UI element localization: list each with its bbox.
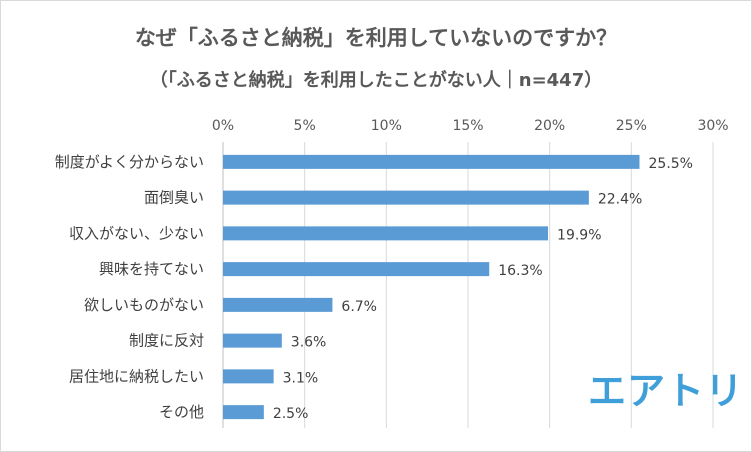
chart-subtitle: （「ふるさと納税」を利用したことがない人｜n=447） — [149, 70, 603, 91]
category-label: 制度に反対 — [129, 332, 204, 350]
value-label: 2.5% — [273, 406, 309, 422]
category-label: その他 — [159, 403, 204, 421]
category-label: 居住地に納税したい — [69, 367, 204, 385]
category-label: 興味を持てない — [99, 260, 204, 278]
x-tick-label: 20% — [534, 118, 565, 134]
bar — [223, 369, 274, 384]
value-label: 16.3% — [498, 263, 542, 279]
value-label: 3.6% — [291, 335, 327, 351]
x-tick-label: 30% — [697, 118, 728, 134]
category-label: 欲しいものがない — [84, 296, 204, 314]
bar — [223, 297, 333, 312]
value-label: 25.5% — [649, 156, 693, 172]
x-tick-label: 5% — [294, 118, 316, 134]
value-label: 6.7% — [341, 299, 377, 315]
bar — [223, 190, 589, 205]
bar — [223, 262, 490, 277]
bar — [223, 226, 549, 241]
value-label: 3.1% — [283, 370, 319, 386]
category-label: 面倒臭い — [144, 189, 204, 207]
x-tick-label: 0% — [212, 118, 234, 134]
brand-logo: エアトリ — [588, 369, 745, 413]
x-tick-label: 25% — [616, 118, 647, 134]
bar — [223, 405, 264, 420]
category-label: 収入がない、少ない — [69, 224, 204, 242]
value-label: 22.4% — [598, 192, 642, 208]
bar — [223, 154, 640, 169]
category-label: 制度がよく分からない — [55, 153, 204, 171]
x-tick-label: 10% — [371, 118, 402, 134]
chart-title: なぜ「ふるさと納税」を利用していないのですか？ — [134, 26, 618, 50]
x-tick-label: 15% — [452, 118, 483, 134]
bar — [223, 333, 282, 348]
value-label: 19.9% — [557, 227, 601, 243]
